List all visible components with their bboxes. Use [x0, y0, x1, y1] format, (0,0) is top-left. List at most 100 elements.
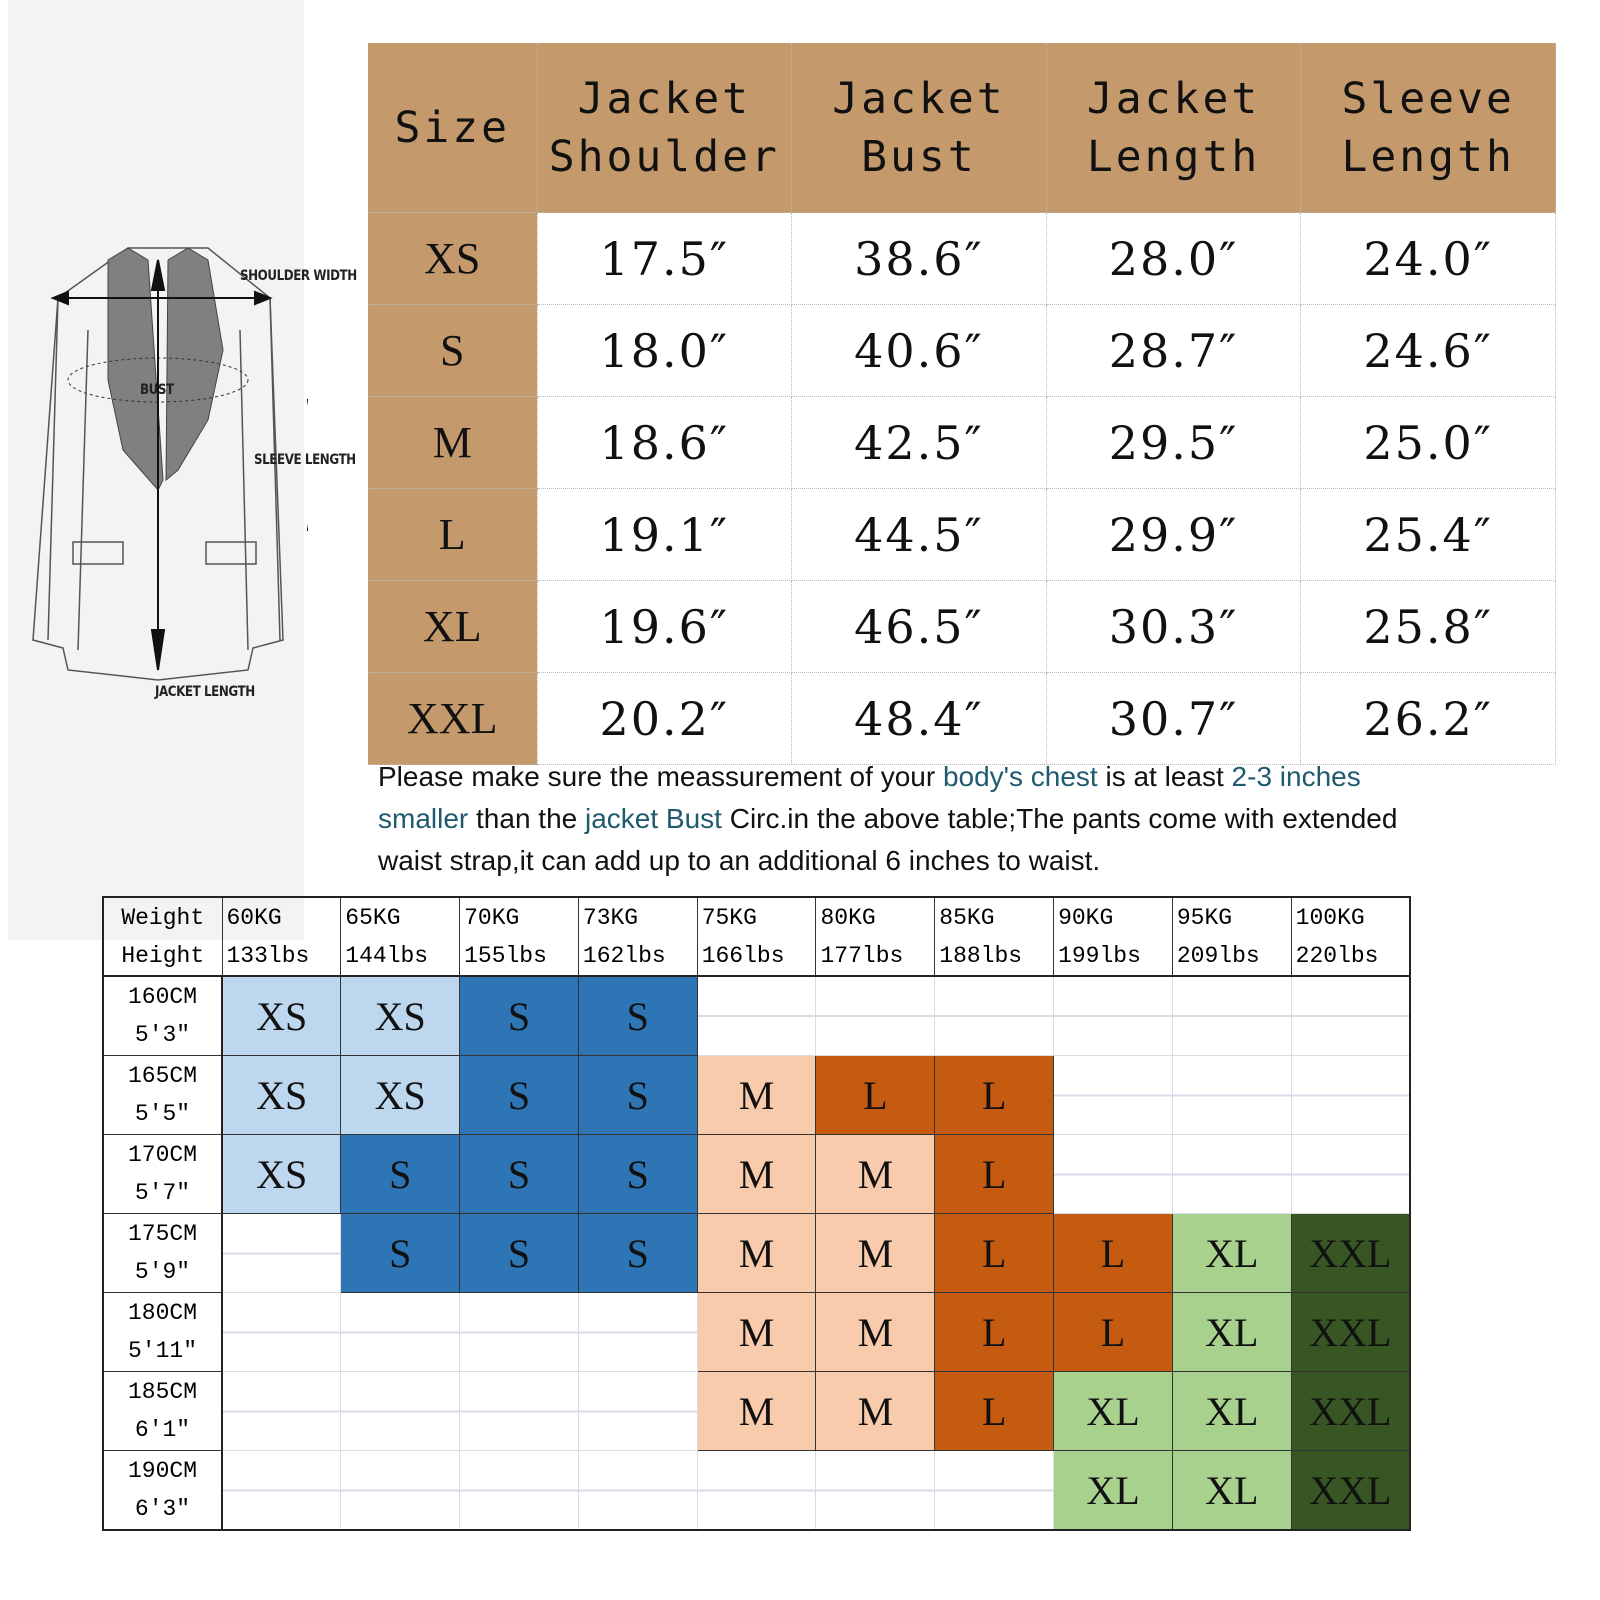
- height-header: 180CM 5'11″: [102, 1292, 223, 1372]
- empty-cell: [1053, 1134, 1173, 1214]
- measurement-cell: 44.5″: [791, 488, 1047, 581]
- column-header: Size: [368, 43, 538, 213]
- size-cell: L: [934, 1292, 1055, 1372]
- empty-cell: [815, 1450, 936, 1531]
- size-cell: S: [577, 1055, 698, 1135]
- height-value: 170CM: [127, 1142, 197, 1168]
- empty-cell: [1053, 1055, 1173, 1135]
- note-text: is at least: [1097, 761, 1232, 792]
- size-cell: M: [696, 1134, 817, 1214]
- size-cell: S: [459, 975, 579, 1056]
- weight-value: 60KG: [226, 904, 282, 931]
- weight-value: 133lbs: [226, 942, 310, 969]
- size-cell: S: [340, 1213, 461, 1293]
- note-text: than the: [468, 803, 585, 834]
- size-cell: XS: [221, 1055, 342, 1135]
- measurement-cell: 28.7″: [1046, 304, 1302, 397]
- size-cell: S: [340, 1134, 461, 1214]
- empty-cell: [1290, 1055, 1411, 1135]
- empty-cell: [221, 1371, 342, 1451]
- empty-cell: [815, 975, 936, 1056]
- empty-cell: [577, 1450, 698, 1531]
- measurement-cell: 29.5″: [1046, 396, 1302, 489]
- measurement-cell: 42.5″: [791, 396, 1047, 489]
- height-value: 5'9″: [134, 1259, 191, 1285]
- size-label: S: [368, 304, 538, 397]
- empty-cell: [459, 1371, 579, 1451]
- height-header: 185CM 6'1″: [102, 1371, 223, 1451]
- size-cell: XL: [1171, 1213, 1292, 1293]
- height-value: 185CM: [127, 1379, 197, 1405]
- height-value: 5'7″: [134, 1180, 191, 1206]
- empty-cell: [934, 975, 1055, 1056]
- size-cell: S: [459, 1213, 579, 1293]
- weight-header: 100KG 220lbs: [1290, 896, 1411, 977]
- weight-value: 85KG: [939, 904, 995, 931]
- empty-cell: [1053, 975, 1173, 1056]
- size-cell: M: [815, 1134, 936, 1214]
- size-cell: XS: [221, 1134, 342, 1214]
- weight-value: 144lbs: [345, 942, 429, 969]
- size-cell: XL: [1171, 1292, 1292, 1372]
- height-header: 190CM 6'3″: [102, 1450, 223, 1531]
- column-header: Jacket Bust: [791, 43, 1047, 213]
- measurement-note: Please make sure the meassurement of you…: [378, 756, 1558, 882]
- size-label: XL: [368, 580, 538, 673]
- column-header: Jacket Shoulder: [537, 43, 793, 213]
- height-value: 5'11″: [127, 1338, 197, 1364]
- size-cell: XL: [1053, 1371, 1173, 1451]
- weight-value: 75KG: [701, 904, 757, 931]
- height-value: 165CM: [127, 1063, 197, 1089]
- size-cell: XL: [1171, 1371, 1292, 1451]
- weight-value: 220lbs: [1295, 942, 1379, 969]
- empty-cell: [1171, 975, 1292, 1056]
- size-cell: XS: [340, 1055, 461, 1135]
- empty-cell: [221, 1450, 342, 1531]
- lapel: [107, 247, 224, 491]
- measurement-cell: 18.6″: [537, 396, 793, 489]
- corner-header: Weight Height: [102, 896, 223, 977]
- height-value: 5'3″: [134, 1022, 191, 1048]
- note-line: smaller than the jacket Bust Circ.in the…: [378, 798, 1558, 840]
- size-label: XXL: [368, 672, 538, 765]
- measurement-cell: 46.5″: [791, 580, 1047, 673]
- column-header: Jacket Length: [1046, 43, 1302, 213]
- weight-header: 75KG 166lbs: [696, 896, 817, 977]
- size-cell: M: [696, 1213, 817, 1293]
- height-value: 5'5″: [134, 1101, 191, 1127]
- weight-value: 100KG: [1295, 904, 1365, 931]
- measurement-cell: 19.1″: [537, 488, 793, 581]
- height-row: 165CM 5'5″ XS XS S S M L L: [102, 1055, 1411, 1135]
- empty-cell: [577, 1371, 698, 1451]
- weight-value: 188lbs: [939, 942, 1023, 969]
- weight-header-row: Weight Height 60KG 133lbs 65KG 144lbs 70KG 155l…: [102, 896, 1411, 977]
- height-weight-fit-table: Weight Height 60KG 133lbs 65KG 144lbs 70KG 155l…: [102, 896, 1411, 1531]
- measurement-cell: 20.2″: [537, 672, 793, 765]
- corner-label: Weight: [121, 904, 205, 931]
- height-value: 6'3″: [134, 1496, 191, 1522]
- shoulder-width-label: SHOULDER WIDTH: [240, 268, 357, 284]
- weight-header: 85KG 188lbs: [934, 896, 1055, 977]
- note-text: Circ.in the above table;The pants come w…: [721, 803, 1398, 834]
- measurement-cell: 29.9″: [1046, 488, 1302, 581]
- size-label: M: [368, 396, 538, 489]
- size-row: XXL 20.2″ 48.4″ 30.7″ 26.2″: [368, 672, 1556, 765]
- size-row: XS 17.5″ 38.6″ 28.0″ 24.0″: [368, 212, 1556, 305]
- empty-cell: [1290, 975, 1411, 1056]
- note-text: waist strap,it can add up to an addition…: [378, 845, 1101, 876]
- measurement-cell: 25.0″: [1300, 396, 1556, 489]
- empty-cell: [696, 1450, 817, 1531]
- size-label: XS: [368, 212, 538, 305]
- empty-cell: [340, 1292, 461, 1372]
- size-cell: M: [815, 1292, 936, 1372]
- weight-value: 209lbs: [1176, 942, 1260, 969]
- weight-value: 73KG: [582, 904, 639, 931]
- note-highlight: 2-3 inches: [1231, 761, 1361, 792]
- size-cell: M: [815, 1213, 936, 1293]
- empty-cell: [221, 1292, 342, 1372]
- size-chart-table: Size Jacket Shoulder Jacket Bust Jacket Len…: [368, 43, 1556, 765]
- weight-value: 95KG: [1176, 904, 1233, 931]
- measurement-cell: 25.8″: [1300, 580, 1556, 673]
- empty-cell: [340, 1371, 461, 1451]
- empty-cell: [340, 1450, 461, 1531]
